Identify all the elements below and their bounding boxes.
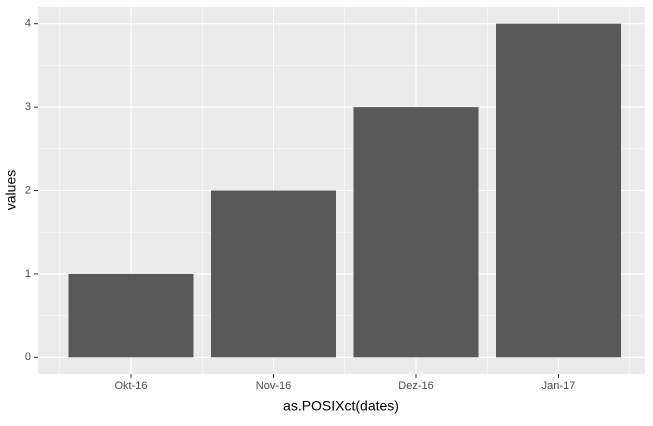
y-tick-label: 0 xyxy=(25,351,31,363)
y-tick-label: 4 xyxy=(25,18,31,30)
x-tick-label: Nov-16 xyxy=(256,380,291,392)
y-tick-label: 2 xyxy=(25,184,31,196)
x-axis-title: as.POSIXct(dates) xyxy=(283,398,399,414)
x-tick-label: Dez-16 xyxy=(398,380,433,392)
bar xyxy=(211,190,336,358)
y-axis-title: values xyxy=(3,170,19,210)
x-tick-label: Jan-17 xyxy=(542,380,576,392)
bar xyxy=(353,107,479,358)
y-tick-label: 3 xyxy=(25,101,31,113)
bar xyxy=(496,23,621,358)
x-tick-label: Okt-16 xyxy=(114,380,147,392)
y-tick-label: 1 xyxy=(25,268,31,280)
bar xyxy=(68,273,194,358)
